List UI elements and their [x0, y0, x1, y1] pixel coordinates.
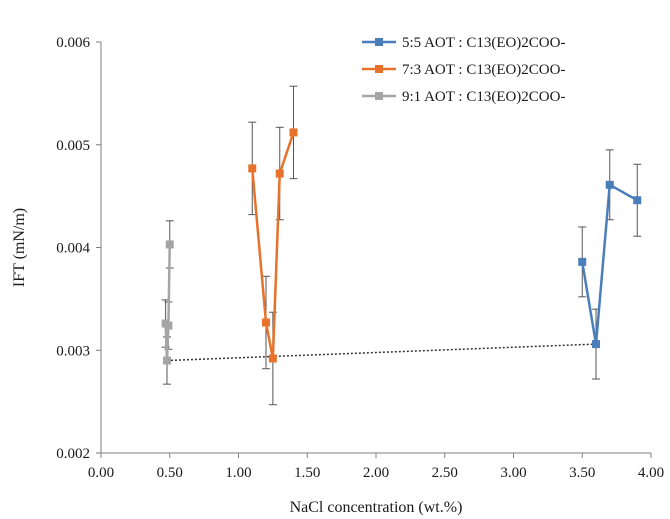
data-point — [578, 257, 587, 266]
legend-swatch-marker — [375, 38, 383, 46]
legend-item-3: 9:1 AOT : C13(EO)2COO- — [362, 89, 565, 105]
legend-label: 7:3 AOT : C13(EO)2COO- — [402, 62, 565, 78]
data-point — [165, 240, 174, 249]
x-tick-label: 2.50 — [432, 465, 458, 481]
x-tick-label: 2.00 — [363, 465, 389, 481]
legend-label: 5:5 AOT : C13(EO)2COO- — [402, 35, 565, 51]
legend-label: 9:1 AOT : C13(EO)2COO- — [402, 89, 565, 105]
x-tick-label: 1.00 — [225, 465, 251, 481]
y-tick-label: 0.005 — [56, 138, 90, 154]
x-tick-label: 0.00 — [88, 465, 114, 481]
series-line — [164, 244, 171, 362]
data-point — [633, 196, 642, 205]
data-point — [164, 321, 173, 330]
data-point — [592, 340, 600, 349]
legend-item-2: 7:3 AOT : C13(EO)2COO- — [362, 62, 565, 78]
data-point — [262, 318, 270, 327]
x-tick-label: 0.50 — [157, 465, 183, 481]
data-point — [289, 128, 298, 137]
series-3 — [161, 220, 174, 385]
y-axis-title: IFT (mN/m) — [11, 208, 28, 287]
data-point — [163, 356, 171, 365]
legend: 5:5 AOT : C13(EO)2COO- 7:3 AOT : C13(EO)2… — [362, 35, 565, 105]
data-point — [248, 164, 257, 173]
y-tick-label: 0.002 — [56, 446, 90, 462]
data-point — [605, 180, 614, 189]
y-tick-label: 0.004 — [56, 241, 90, 257]
dotted-trendline — [166, 343, 597, 362]
legend-swatch-marker — [375, 65, 383, 73]
series-2 — [248, 85, 298, 406]
data-point — [268, 354, 277, 363]
x-axis-title: NaCl concentration (wt.%) — [290, 499, 463, 516]
x-tick-label: 4.00 — [638, 465, 664, 481]
x-tick-label: 3.50 — [569, 465, 595, 481]
series-1 — [578, 149, 642, 380]
data-point — [275, 169, 284, 178]
legend-item-1: 5:5 AOT : C13(EO)2COO- — [362, 35, 565, 51]
x-tick-label: 1.50 — [294, 465, 320, 481]
y-tick-label: 0.003 — [56, 343, 90, 359]
series-line — [581, 183, 638, 346]
trendline-layer — [166, 343, 597, 362]
y-tick-label: 0.006 — [56, 35, 90, 51]
series-layer — [161, 85, 642, 406]
legend-swatch-marker — [375, 92, 383, 100]
axes — [96, 41, 652, 458]
tick-labels: 0.00 0.50 1.00 1.50 2.00 2.50 3.00 3.50 4.00 0.00… — [56, 35, 664, 481]
x-tick-label: 3.00 — [500, 465, 526, 481]
